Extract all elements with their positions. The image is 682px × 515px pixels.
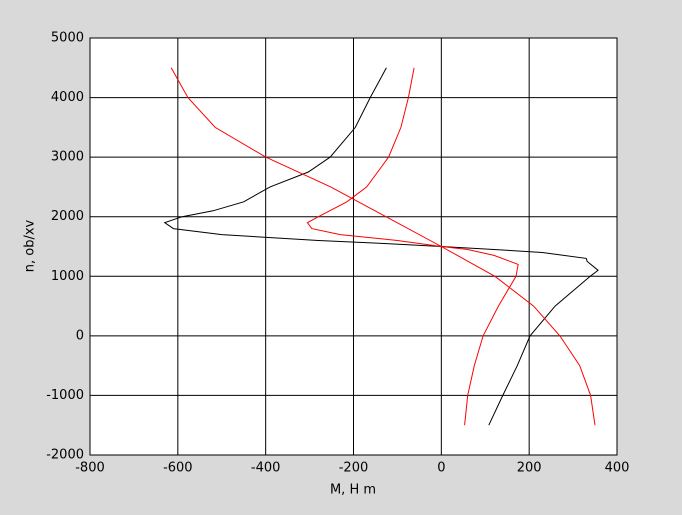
x-tick-label: -400	[251, 461, 281, 476]
y-tick-label: -2000	[46, 448, 84, 463]
y-tick-label: 0	[76, 328, 84, 343]
x-tick-label: -800	[75, 461, 105, 476]
y-tick-label: 1000	[51, 269, 84, 284]
y-tick-label: -1000	[46, 388, 84, 403]
x-tick-label: 200	[517, 461, 542, 476]
x-tick-label: -200	[339, 461, 369, 476]
data-line	[170, 67, 596, 426]
y-tick-label: 4000	[51, 90, 84, 105]
y-tick-label: 2000	[51, 209, 84, 224]
y-tick-label: 3000	[51, 150, 84, 165]
x-tick-label: 0	[437, 461, 445, 476]
data-line	[163, 67, 599, 426]
x-axis-label: M, H m	[330, 483, 376, 498]
y-axis-label: n, ob/xv	[23, 219, 38, 272]
x-tick-label: -600	[163, 461, 193, 476]
x-tick-label: 400	[605, 461, 630, 476]
data-line	[306, 67, 519, 426]
y-tick-label: 5000	[51, 31, 84, 46]
